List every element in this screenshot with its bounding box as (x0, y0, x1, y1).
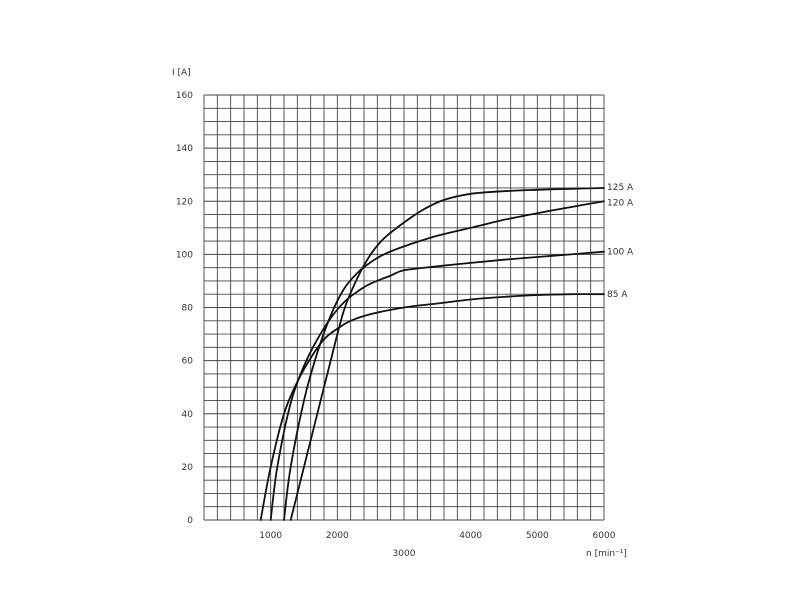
y-tick-label: 40 (182, 410, 194, 420)
y-tick-label: 0 (187, 516, 193, 526)
y-tick-label: 140 (176, 144, 193, 154)
x-tick-label: 5000 (526, 531, 549, 541)
y-tick-label: 60 (182, 357, 194, 367)
labels: 0 20 40 60 80 100 120 140 160 1000 2000 3000 4000 500… (172, 68, 634, 559)
x-tick-label: 2000 (326, 531, 349, 541)
y-tick-label: 80 (182, 304, 194, 314)
x-tick-label: 3000 (393, 549, 416, 559)
curves (259, 187, 605, 521)
x-tick-label: 6000 (593, 531, 616, 541)
series-label: 120 A (607, 198, 634, 208)
y-tick-label: 160 (176, 91, 193, 101)
y-axis-label: I [A] (172, 68, 191, 78)
series-label: 85 A (607, 290, 628, 300)
series-label: 100 A (607, 248, 634, 258)
series-line (289, 187, 605, 521)
x-axis-label: n [min⁻¹] (586, 549, 627, 559)
series-label: 125 A (607, 183, 634, 193)
x-tick-label: 1000 (259, 531, 282, 541)
y-tick-label: 20 (182, 463, 194, 473)
series-line (283, 200, 605, 521)
x-tick-label: 4000 (459, 531, 482, 541)
series-line (259, 293, 605, 521)
y-tick-label: 100 (176, 250, 193, 260)
grid (203, 94, 605, 521)
y-tick-label: 120 (176, 197, 193, 207)
